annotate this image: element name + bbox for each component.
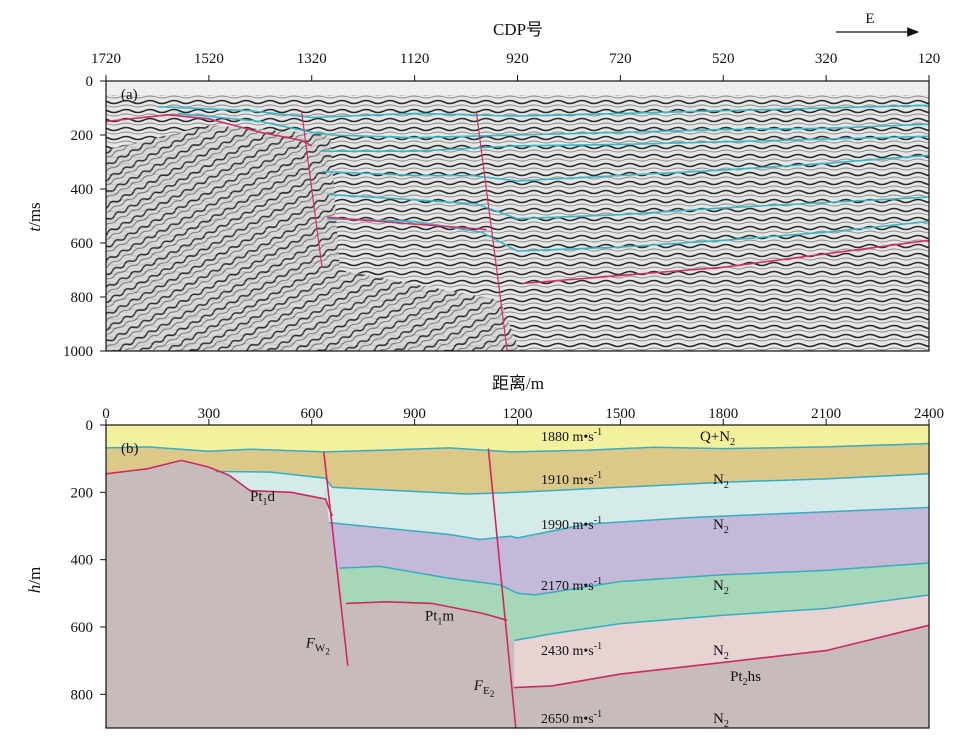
y-axis-label: h/m <box>25 567 44 593</box>
interpreted-faults <box>300 110 508 352</box>
velocity-label: 2170 m•s-1 <box>541 576 602 594</box>
seismic-image <box>106 81 929 351</box>
x-tick-label: 2100 <box>811 406 841 422</box>
plot-frame <box>105 424 930 729</box>
cyan-horizon-0 <box>157 104 930 119</box>
formation-label: N2 <box>713 472 729 491</box>
velocity-label: 1910 m•s-1 <box>541 470 602 488</box>
cyan-horizon-3 <box>321 154 930 182</box>
y-tick-label: 200 <box>71 128 94 144</box>
cyan-horizon-1 <box>177 112 930 139</box>
layer-fill-2-west <box>215 471 326 500</box>
x-tick-labels: 0 300 600 900 1200 1500 1800 2100 2400 <box>102 406 944 425</box>
basement-contact-0 <box>105 459 334 517</box>
y-tick-label: 600 <box>71 620 94 636</box>
interpreted-horizons <box>105 104 930 285</box>
seismic-panel: CDP号 E 1720 1520 1320 1120 920 720 520 320 120 0… <box>25 11 940 360</box>
faults: FW2 FE2 <box>305 448 517 729</box>
fault-1 <box>487 448 517 729</box>
fault-label: FW2 <box>305 636 330 657</box>
panel-label: (a) <box>121 87 138 103</box>
basement-label: Pt1d <box>250 489 276 508</box>
layer-fill-0 <box>106 425 929 452</box>
layer-fill-1 <box>106 443 929 494</box>
x-tick-labels: 1720 1520 1320 1120 920 720 520 320 120 <box>91 51 940 81</box>
stratigraphic-layers <box>105 425 930 728</box>
panel-label: (b) <box>121 441 139 457</box>
fault-0 <box>323 451 349 666</box>
direction-indicator: E <box>836 11 920 37</box>
basement-contact-1 <box>345 600 508 622</box>
y-tick-labels: 0 200 400 600 800 1000 <box>63 74 106 360</box>
x-tick-label: 1720 <box>91 51 121 67</box>
x-tick-label: 0 <box>102 406 110 422</box>
formation-label: N2 <box>713 578 729 597</box>
y-tick-label: 1000 <box>63 344 93 360</box>
layer-boundary-5 <box>513 594 930 642</box>
formation-label: N2 <box>713 517 729 536</box>
direction-label: E <box>865 11 874 27</box>
magenta-horizon-6 <box>105 113 313 147</box>
formation-label: Q+N2 <box>700 429 735 448</box>
x-tick-label: 1800 <box>708 406 738 422</box>
x-tick-label: 1200 <box>503 406 533 422</box>
x-tick-label: 920 <box>506 51 529 67</box>
x-tick-label: 720 <box>609 51 632 67</box>
x-axis-label: 距离/m <box>492 374 544 393</box>
y-tick-labels: 0 200 400 600 800 <box>71 418 106 703</box>
cyan-horizon-2 <box>322 135 930 152</box>
velocity-label: 2650 m•s-1 <box>541 709 602 727</box>
basement-label: Pt2hs <box>730 669 761 688</box>
layer-fill-4 <box>339 563 929 641</box>
cyan-horizon-5 <box>327 217 930 252</box>
x-tick-label: 1500 <box>605 406 635 422</box>
layer-fill-5 <box>514 595 929 688</box>
formation-label: N2 <box>713 643 729 662</box>
y-tick-label: 0 <box>86 418 94 434</box>
layer-boundary-4 <box>339 562 930 596</box>
y-tick-label: 800 <box>71 687 94 703</box>
x-tick-label: 900 <box>403 406 426 422</box>
y-tick-label: 0 <box>86 74 94 90</box>
velocity-label: 1880 m•s-1 <box>541 427 602 445</box>
x-tick-label: 2400 <box>914 406 944 422</box>
magenta-horizon-8 <box>522 239 930 285</box>
x-tick-label: 320 <box>815 51 838 67</box>
cyan-horizon-4 <box>327 193 930 220</box>
basement-label: Pt1m <box>425 608 455 627</box>
layer-fill-2 <box>325 473 929 540</box>
x-tick-label: 300 <box>198 406 221 422</box>
layer-fill-3 <box>328 507 929 595</box>
x-axis-label: CDP号 <box>493 20 543 39</box>
fault-line-0 <box>300 110 323 268</box>
layer-labels: 1880 m•s-1 Q+N2 1910 m•s-1 N2 1990 m•s-1 N2 21… <box>250 427 761 730</box>
basement-contact-2 <box>514 624 930 689</box>
y-tick-label: 200 <box>71 485 94 501</box>
geologic-panel: 距离/m 0 300 600 900 1200 1500 1800 2100 2400 0 200… <box>25 374 944 730</box>
y-tick-label: 400 <box>71 182 94 198</box>
x-tick-label: 1320 <box>297 51 327 67</box>
fault-label: FE2 <box>473 678 494 699</box>
y-tick-label: 800 <box>71 290 94 306</box>
velocity-label: 2430 m•s-1 <box>541 641 602 659</box>
fault-line-1 <box>475 111 508 352</box>
y-axis-label: t/ms <box>25 202 44 231</box>
magenta-horizon-7 <box>327 216 487 231</box>
layer-boundary-3 <box>328 506 930 541</box>
velocity-label: 1990 m•s-1 <box>541 515 602 533</box>
x-tick-label: 1120 <box>400 51 429 67</box>
x-tick-label: 520 <box>712 51 735 67</box>
x-tick-label: 120 <box>918 51 941 67</box>
layer-boundary-2 <box>215 470 930 495</box>
y-tick-label: 400 <box>71 553 94 569</box>
x-tick-label: 1520 <box>194 51 224 67</box>
formation-label: N2 <box>713 711 729 730</box>
plot-frame <box>105 80 930 352</box>
x-tick-label: 600 <box>301 406 324 422</box>
y-tick-label: 600 <box>71 236 94 252</box>
layer-boundary-1 <box>105 442 930 453</box>
